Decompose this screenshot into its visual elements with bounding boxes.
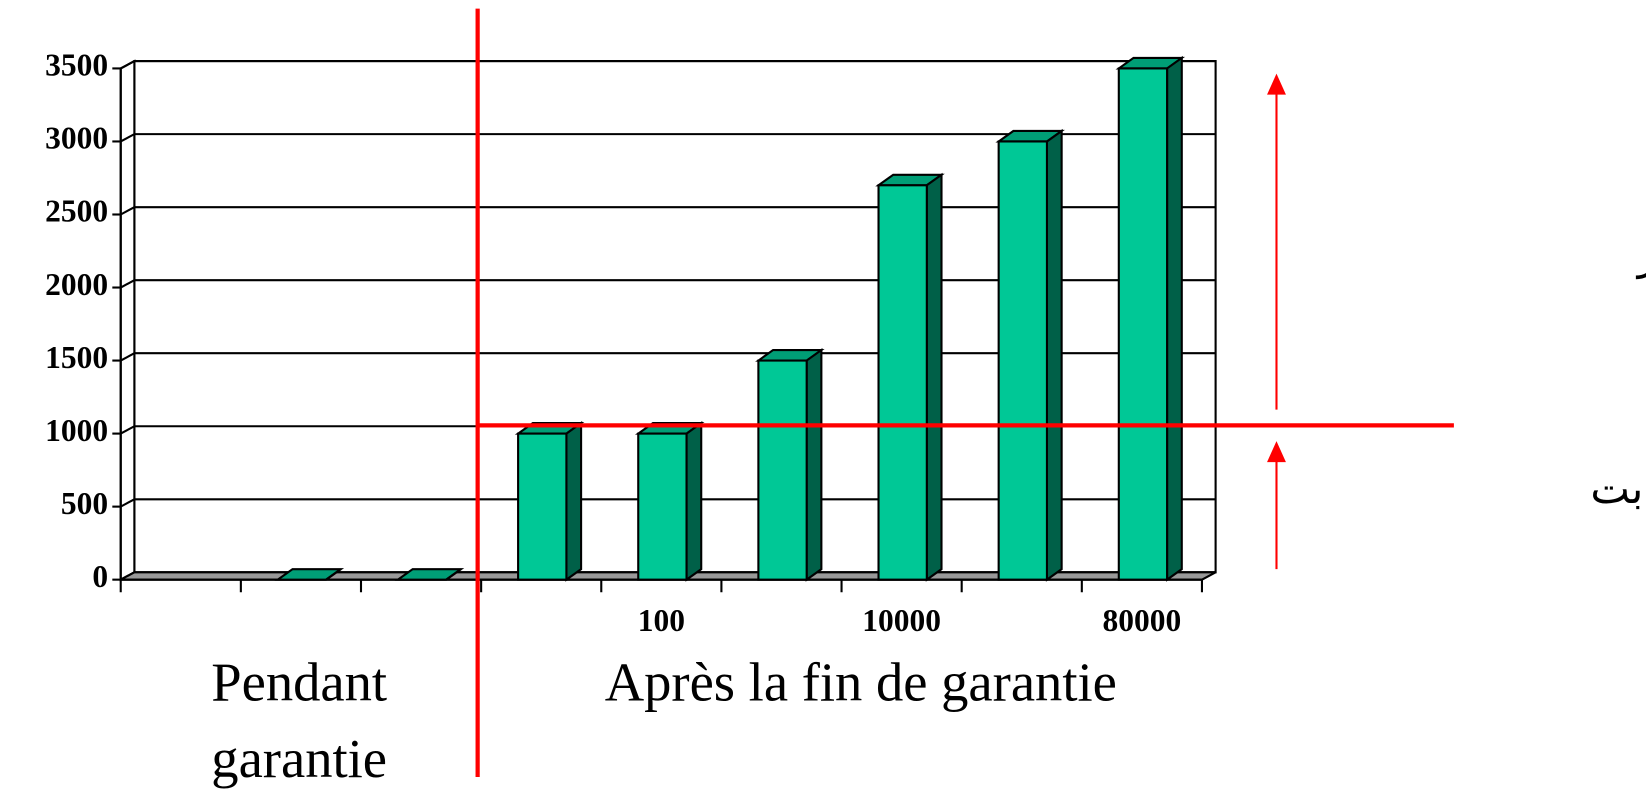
bar-front	[637, 432, 688, 581]
bar	[514, 421, 585, 582]
y-tick-label: 1500	[45, 340, 108, 375]
grid-line	[120, 498, 1216, 508]
bar	[1115, 55, 1186, 582]
bar-front	[997, 140, 1048, 581]
bar-front	[1117, 67, 1169, 581]
bar-side	[925, 172, 943, 582]
arrow-head	[1267, 441, 1286, 463]
y-tick-label: 2500	[45, 194, 108, 229]
bar-front	[877, 184, 928, 581]
y-tick-label: 3000	[45, 121, 108, 156]
bar-front	[757, 359, 808, 581]
annotation: Après la fin de garantie	[605, 651, 1117, 712]
bar-side	[1045, 128, 1063, 582]
bar-side	[1166, 55, 1183, 582]
y-tick-label: 2000	[45, 267, 108, 302]
grid-line	[120, 279, 1216, 289]
bar-side	[685, 421, 703, 582]
bar-side	[445, 568, 462, 581]
bar-front	[517, 432, 568, 581]
bar	[274, 568, 345, 581]
grid-line	[120, 60, 1216, 70]
arrow-head	[1267, 73, 1286, 95]
bar	[755, 348, 825, 582]
x-tick-label: 80000	[1103, 603, 1182, 638]
grid-line	[120, 206, 1216, 216]
x-tick-label: 100	[638, 603, 685, 638]
bar-side	[325, 568, 342, 581]
bar	[394, 568, 465, 581]
annotation: Pendant	[211, 651, 387, 712]
annotation: هزینه های ثابت	[1590, 464, 1646, 513]
bar	[875, 172, 945, 582]
plot-area: 0 500 1000 1500 2000 2500 3000 3500 100 10000 8000…	[45, 48, 1217, 638]
bar-side	[565, 421, 583, 582]
y-tick-label: 1000	[45, 413, 108, 448]
annotation: garantie	[211, 728, 387, 789]
grid-line	[120, 133, 1216, 143]
y-tick-label: 500	[61, 486, 108, 521]
bar-side	[805, 348, 823, 582]
y-tick-label: 3500	[45, 48, 108, 83]
annotation: هزینه های متغیر	[1636, 230, 1646, 279]
bar	[634, 421, 705, 582]
bar	[995, 128, 1065, 582]
grid-line	[120, 352, 1216, 362]
x-tick-label: 10000	[862, 603, 941, 638]
y-tick-label: 0	[92, 559, 108, 594]
